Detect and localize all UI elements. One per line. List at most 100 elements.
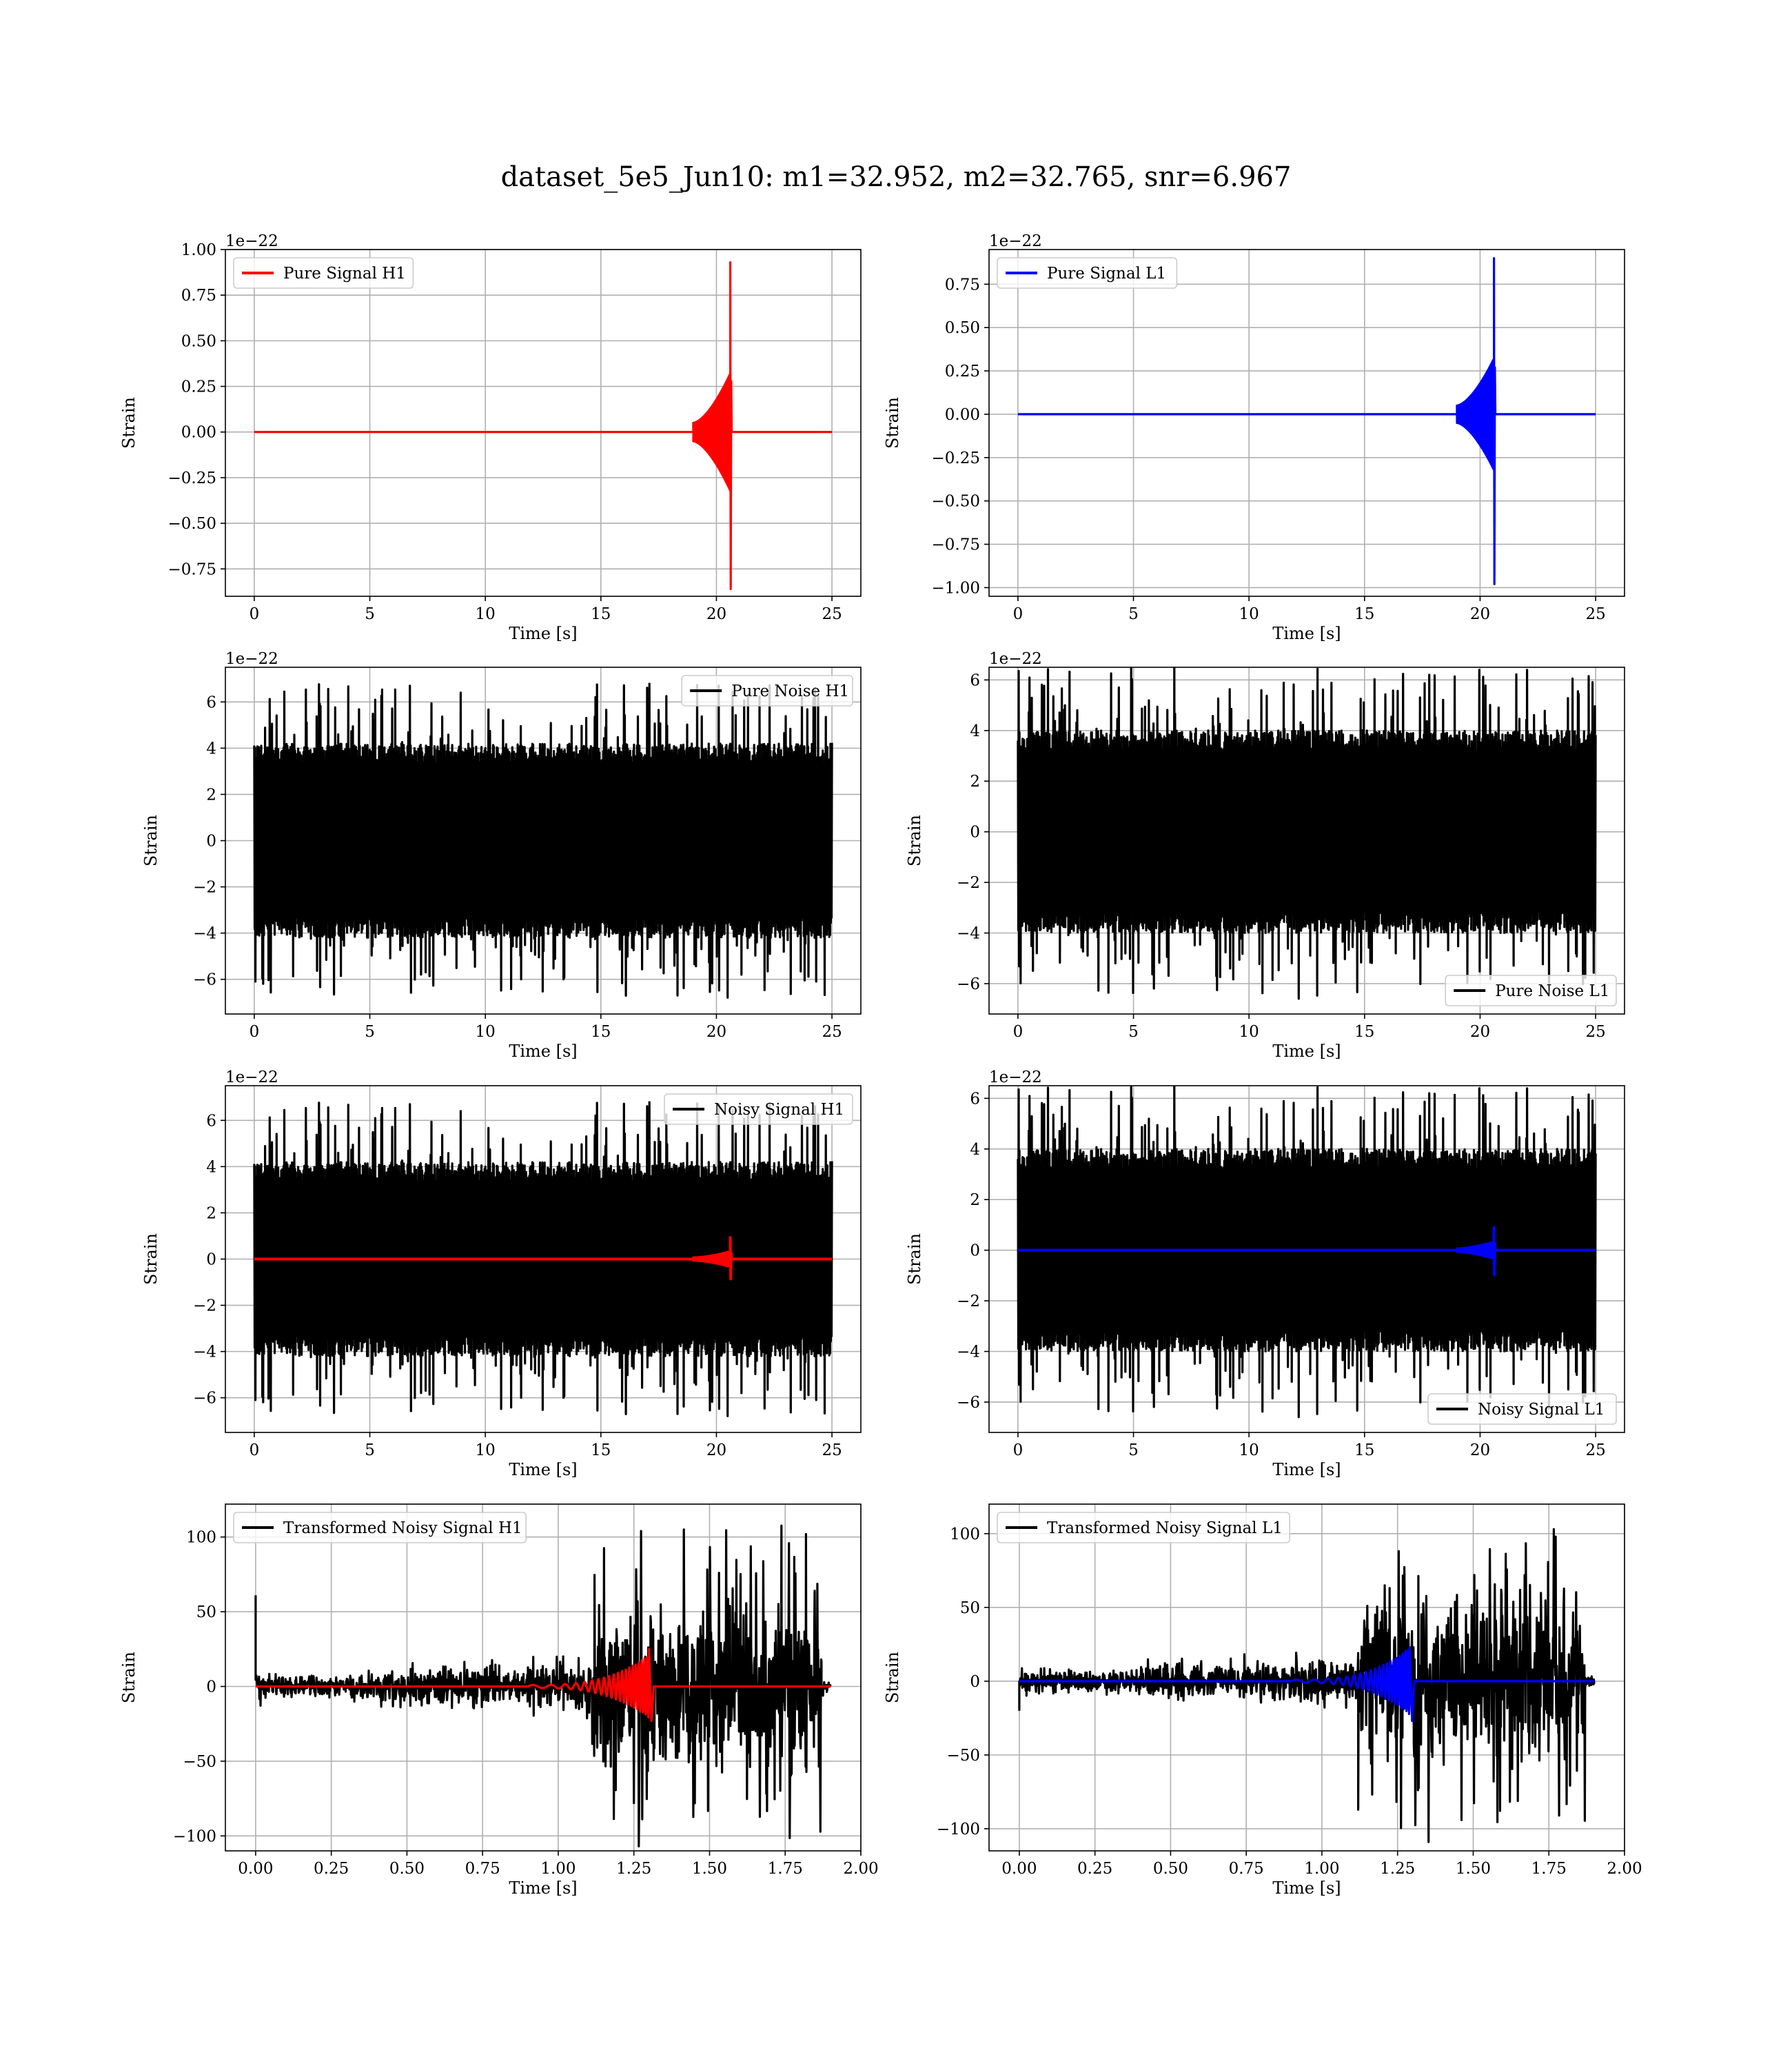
x-tick-label: 0.50 [1153, 1860, 1188, 1878]
x-tick-label: 0 [250, 1023, 260, 1041]
x-axis-label: Time [s] [509, 624, 577, 643]
axes-frame [988, 1085, 1625, 1433]
y-tick-label: −6 [957, 975, 980, 993]
x-tick-label: 0 [1013, 605, 1024, 623]
series-line-pure-noise-h1 [253, 682, 833, 999]
y-tick-label: −0.25 [168, 469, 216, 487]
y-tick-label: 6 [206, 1112, 216, 1130]
y-tick-label: 0.75 [945, 276, 980, 294]
x-tick-label: 2.00 [1607, 1860, 1642, 1878]
axes-frame [225, 249, 862, 597]
subplot-pure-signal-h1: 0 5 10 15 20 25 −0.75 −0.50 −0.25 0.00 0.25 0.50 0.7… [119, 232, 862, 643]
x-tick-label: 0.25 [314, 1860, 349, 1878]
legend-frame [1445, 975, 1617, 1006]
y-tick-label: −4 [957, 1344, 980, 1361]
x-tick-label: 0.25 [1077, 1860, 1112, 1878]
x-tick-label: 25 [1585, 605, 1605, 623]
x-tick-label: 0 [250, 605, 260, 623]
y-tick-label: −0.25 [932, 449, 980, 467]
x-tick-label: 15 [1354, 605, 1374, 623]
y-tick-label: −100 [937, 1821, 980, 1838]
y-axis-label: Strain [141, 1233, 161, 1285]
x-tick-label: 25 [822, 1023, 842, 1041]
figure-title: dataset_5e5_Jun10: m1=32.952, m2=32.765,… [501, 161, 1292, 193]
x-tick-label: 0 [1013, 1023, 1024, 1041]
x-tick-label: 15 [1354, 1441, 1374, 1459]
x-axis-label: Time [s] [509, 1460, 577, 1479]
y-tick-label: 0 [206, 833, 216, 851]
legend-frame [997, 257, 1178, 289]
x-tick-label: 5 [1128, 1023, 1139, 1041]
plot-area [1017, 257, 1596, 585]
x-tick-label: 1.00 [540, 1860, 576, 1878]
y-tick-label: −50 [183, 1753, 216, 1771]
x-tick-label: 0.00 [238, 1860, 273, 1878]
subplot-pure-noise-h1: 0 5 10 15 20 25 −6 −4 −2 0 2 4 6 Time [s] Strain 1e−22 P… [141, 650, 862, 1061]
y-axis-label: Strain [119, 397, 139, 449]
x-tick-label: 20 [706, 605, 726, 623]
series-line-overlay-1 [254, 1236, 833, 1281]
legend-frame [681, 675, 853, 707]
legend-label: Pure Noise L1 [1495, 982, 1609, 1000]
y-tick-label: 2 [970, 773, 980, 791]
y-tick-label: −2 [193, 879, 216, 897]
y-axis-label: Strain [883, 1652, 902, 1703]
y-tick-label: −4 [193, 925, 216, 943]
offset-label: 1e−22 [989, 1068, 1042, 1086]
series-line-transformed-noisy-signal-l1 [1018, 1528, 1596, 1843]
x-tick-label: 0.00 [1001, 1860, 1037, 1878]
x-tick-label: 20 [1470, 1441, 1490, 1459]
x-axis-label: Time [s] [1272, 1042, 1341, 1061]
axes-frame [988, 667, 1625, 1015]
y-axis-label: Strain [119, 1652, 139, 1703]
y-tick-label: 2 [206, 1204, 216, 1222]
x-tick-label: 5 [365, 1441, 375, 1459]
legend-frame [664, 1093, 853, 1125]
plot-area [1017, 667, 1597, 1000]
legend-frame [997, 1512, 1291, 1543]
y-tick-label: 4 [970, 1141, 980, 1159]
x-tick-label: 1.25 [1380, 1860, 1415, 1878]
offset-label: 1e−22 [989, 232, 1042, 250]
legend-label: Transformed Noisy Signal L1 [1047, 1519, 1283, 1537]
legend: Pure Noise H1 [681, 675, 853, 707]
series-line-overlay-1 [1019, 1646, 1595, 1723]
legend-frame [1427, 1393, 1617, 1425]
y-tick-label: 0 [206, 1679, 216, 1696]
x-tick-label: 1.75 [768, 1860, 803, 1878]
y-tick-label: 0 [970, 824, 980, 842]
x-tick-label: 20 [706, 1023, 726, 1041]
y-axis-label: Strain [905, 815, 924, 866]
axes-frame [988, 249, 1625, 597]
y-tick-label: −2 [193, 1297, 216, 1315]
y-tick-label: −0.50 [932, 493, 980, 511]
subplot-noisy-signal-l1: 0 5 10 15 20 25 −6 −4 −2 0 2 4 6 Time [s] Strain 1e−22 N… [905, 1068, 1625, 1479]
y-tick-label: −4 [957, 925, 980, 943]
subplots: 0 5 10 15 20 25−0.75−0.50−0.250.000.250.500.7… [119, 232, 1642, 1898]
x-tick-label: 0.75 [465, 1860, 500, 1878]
subplot-transformed-noisy-signal-l1: 0.00 0.25 0.50 0.75 1.00 1.25 1.50 1.75 2.00 −100… [883, 1503, 1642, 1898]
x-axis-label: Time [s] [1272, 1460, 1341, 1479]
x-tick-label: 10 [476, 1023, 496, 1041]
legend-frame [233, 257, 414, 289]
x-tick-label: 20 [706, 1441, 726, 1459]
series-line-transformed-noisy-signal-h1 [254, 1524, 832, 1847]
offset-label: 1e−22 [225, 232, 278, 250]
legend: Noisy Signal H1 [664, 1093, 853, 1125]
legend-label: Pure Noise H1 [731, 682, 849, 700]
plot-area [254, 1524, 832, 1847]
x-tick-label: 2.00 [843, 1860, 878, 1878]
x-tick-label: 1.25 [616, 1860, 651, 1878]
plot-area [253, 682, 833, 999]
y-tick-label: 100 [950, 1525, 980, 1543]
legend-label: Pure Signal H1 [283, 265, 406, 283]
series-line-pure-signal-h1 [254, 261, 833, 590]
y-tick-label: 0 [970, 1242, 980, 1260]
y-tick-label: 100 [186, 1529, 216, 1547]
y-tick-label: −0.75 [932, 536, 980, 554]
y-axis-label: Strain [905, 1233, 924, 1285]
plot-area [253, 1101, 833, 1417]
legend: Noisy Signal L1 [1427, 1393, 1617, 1425]
x-tick-label: 15 [591, 1023, 611, 1041]
